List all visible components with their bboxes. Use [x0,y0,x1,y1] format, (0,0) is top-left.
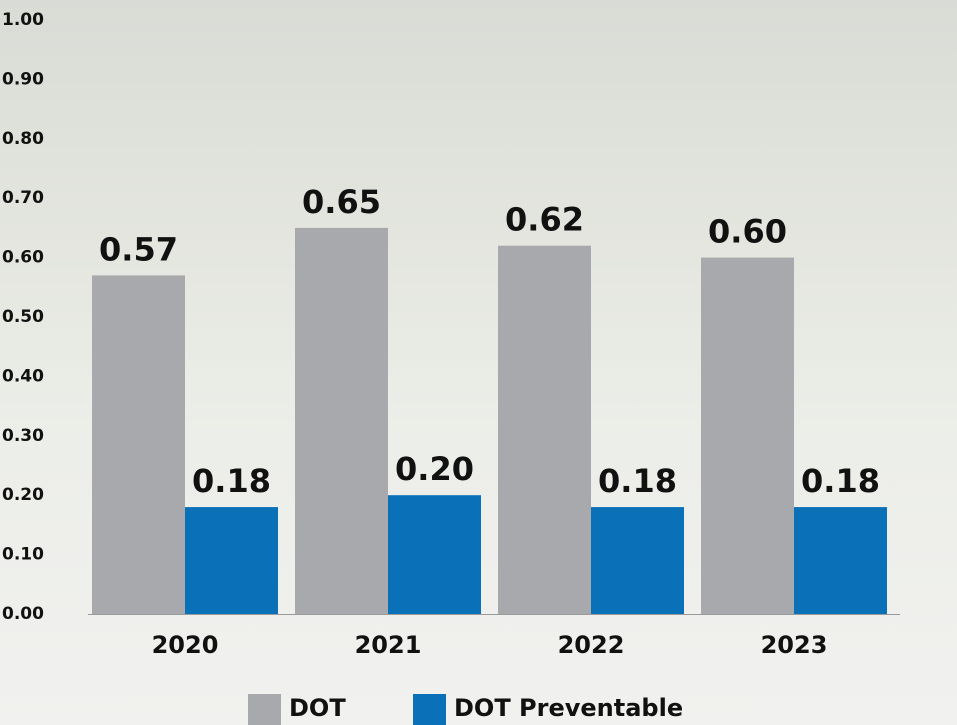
x-tick-label: 2020 [152,631,219,659]
bar [185,507,278,614]
y-tick-label: 0.00 [2,604,44,624]
value-label: 0.62 [505,201,584,239]
bar [591,507,684,614]
y-tick-label: 0.70 [2,188,44,208]
y-tick-label: 1.00 [2,10,44,30]
legend-swatch [413,694,446,725]
y-tick-label: 0.80 [2,129,44,149]
bar [794,507,887,614]
y-tick-label: 0.50 [2,307,44,327]
value-label: 0.65 [302,183,381,221]
legend-label: DOT Preventable [454,694,683,722]
bar [388,495,481,614]
value-label: 0.18 [192,462,271,500]
value-label: 0.20 [395,450,474,488]
bar [701,257,794,614]
x-tick-label: 2021 [355,631,422,659]
x-tick-label: 2022 [558,631,625,659]
bar [92,275,185,614]
value-label: 0.60 [708,213,787,251]
value-label: 0.18 [801,462,880,500]
y-tick-label: 0.40 [2,366,44,386]
bar [295,227,388,614]
y-tick-label: 0.20 [2,485,44,505]
y-tick-label: 0.10 [2,545,44,565]
y-tick-label: 0.60 [2,248,44,268]
value-label: 0.18 [598,462,677,500]
bar [498,245,591,614]
y-tick-label: 0.30 [2,426,44,446]
value-label: 0.57 [99,230,178,268]
legend-label: DOT [289,694,346,722]
y-tick-label: 0.90 [2,69,44,89]
x-tick-label: 2023 [761,631,828,659]
legend-swatch [248,694,281,725]
